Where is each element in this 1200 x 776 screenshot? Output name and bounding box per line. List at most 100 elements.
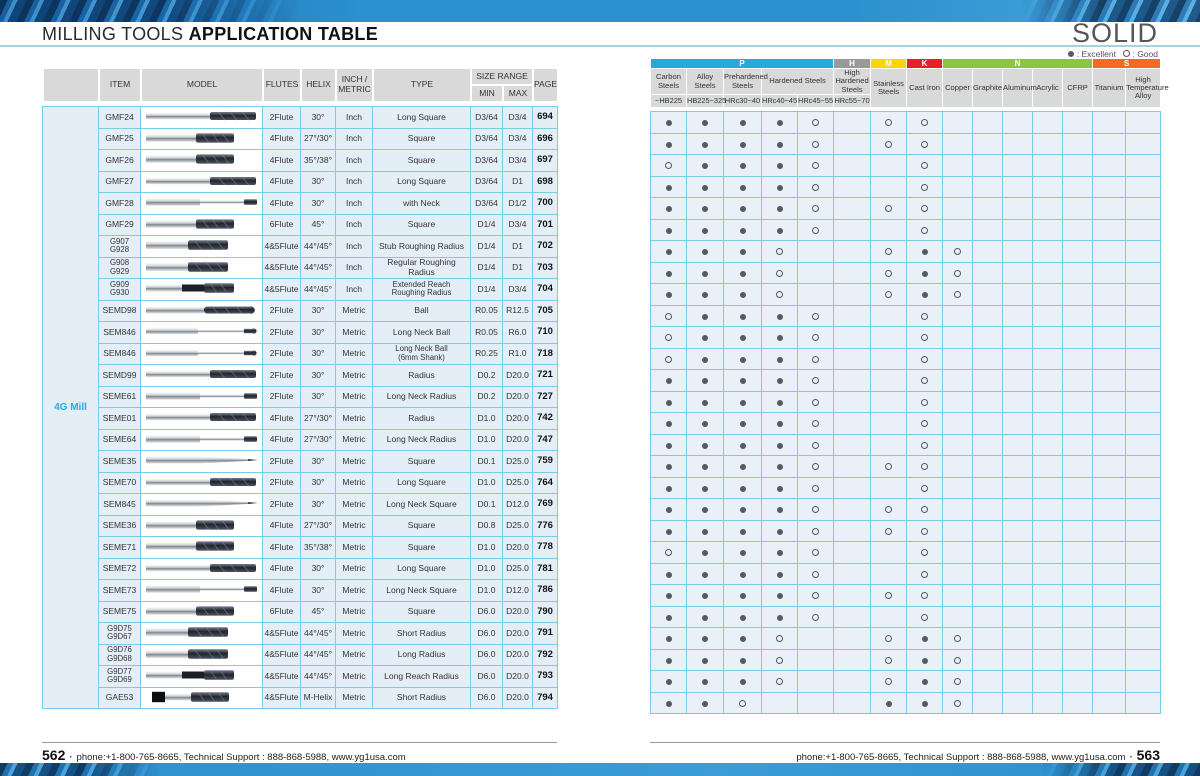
rating-cell <box>761 175 798 199</box>
rating-cell <box>870 111 907 134</box>
rating-cell <box>761 541 798 564</box>
type-cell: Long Square <box>372 471 471 494</box>
flutes-cell: 2Flute <box>262 106 301 129</box>
good-icon <box>812 183 819 191</box>
item-cell: G9D76 G9D68 <box>98 643 141 666</box>
helix-cell: 27°/30° <box>300 127 336 150</box>
flutes-cell: 4Flute <box>262 536 301 559</box>
type-cell: Long Neck Square <box>372 493 471 516</box>
rating-cell <box>1002 455 1033 478</box>
good-icon <box>812 334 819 342</box>
rating-cell <box>972 369 1003 392</box>
rating-cell <box>942 132 973 156</box>
excellent-icon <box>739 270 746 277</box>
model-cell <box>140 536 263 559</box>
unit-cell: Metric <box>335 579 373 602</box>
rating-cell <box>870 390 907 414</box>
rating-cell <box>1032 498 1063 521</box>
rating-cell <box>942 304 973 328</box>
col-header-type: TYPE <box>372 67 472 103</box>
type-cell: Square <box>372 514 471 537</box>
excellent-icon <box>739 421 746 428</box>
model-cell <box>140 600 263 623</box>
rating-cell <box>761 154 798 177</box>
good-icon <box>921 162 928 170</box>
material-header: Carbon Steels <box>650 67 687 96</box>
tool-image <box>145 456 258 464</box>
excellent-icon <box>665 227 672 234</box>
rating-cell <box>833 390 871 414</box>
rating-cell <box>1092 218 1126 242</box>
rating-row <box>650 433 1161 457</box>
rating-cell <box>797 175 834 199</box>
flutes-cell: 4Flute <box>262 514 301 537</box>
rating-cell <box>870 562 907 586</box>
flutes-cell: 4Flute <box>262 557 301 580</box>
max-cell: D25.0 <box>502 557 533 580</box>
rating-cell <box>761 261 798 285</box>
rating-cell <box>972 111 1003 134</box>
rating-cell <box>906 562 943 586</box>
max-cell: D20.0 <box>502 364 533 387</box>
rating-cell <box>1092 455 1126 478</box>
rating-cell <box>797 476 834 500</box>
max-cell: D20.0 <box>502 385 533 408</box>
helix-cell: 30° <box>300 493 336 516</box>
tool-image <box>145 239 228 251</box>
spec-row: SEME36 4Flute 27°/30° Metric Square D0.8 D25.0… <box>43 514 558 537</box>
item-cell: SEME73 <box>98 579 141 602</box>
rating-cell <box>686 111 724 134</box>
rating-cell <box>942 605 973 629</box>
rating-row <box>650 627 1161 650</box>
rating-cell <box>686 347 724 371</box>
rating-cell <box>1062 691 1093 715</box>
good-icon <box>812 226 819 234</box>
unit-cell: Metric <box>335 600 373 623</box>
rating-cell <box>1062 562 1093 586</box>
good-icon <box>776 635 783 643</box>
max-cell: D25.0 <box>502 450 533 473</box>
rating-cell <box>1062 627 1093 650</box>
unit-cell: Inch <box>335 235 373 258</box>
page-cell: 781 <box>532 557 558 580</box>
rating-cell <box>906 154 943 177</box>
excellent-icon <box>665 593 672 600</box>
rating-cell <box>686 304 724 328</box>
rating-cell <box>761 390 798 414</box>
excellent-icon <box>776 464 783 471</box>
rating-cell <box>686 326 724 349</box>
rating-cell <box>972 519 1003 543</box>
flutes-cell: 4Flute <box>262 149 301 172</box>
rating-cell <box>797 154 834 177</box>
type-cell: Long Square <box>372 557 471 580</box>
helix-cell: 44°/45° <box>300 622 336 645</box>
type-cell: Radius <box>372 407 471 430</box>
flutes-cell: 4&5Flute <box>262 622 301 645</box>
spec-row: SEM846 2Flute 30° Metric Long Neck Ball R0.05… <box>43 321 558 344</box>
excellent-icon <box>665 679 672 686</box>
rating-cell <box>1125 498 1161 521</box>
excellent-icon <box>776 313 783 320</box>
banner-photo-bottom-right <box>1040 763 1200 776</box>
tool-image <box>151 691 229 702</box>
page-cell: 769 <box>532 493 558 516</box>
page-cell: 727 <box>532 385 558 408</box>
unit-cell: Metric <box>335 536 373 559</box>
rating-cell <box>650 154 687 177</box>
rating-row <box>650 283 1161 306</box>
rating-cell <box>1092 326 1126 349</box>
excellent-icon <box>739 550 746 557</box>
good-icon <box>921 527 928 535</box>
tool-image <box>145 153 234 165</box>
rating-cell <box>1092 627 1126 650</box>
rating-cell <box>942 412 973 435</box>
unit-cell: Metric <box>335 450 373 473</box>
page-cell: 792 <box>532 643 558 666</box>
flutes-cell: 2Flute <box>262 299 301 322</box>
excellent-icon <box>1068 50 1075 57</box>
rating-cell <box>761 369 798 392</box>
excellent-icon <box>665 636 672 643</box>
rating-cell <box>1125 218 1161 242</box>
excellent-icon <box>665 378 672 385</box>
rating-cell <box>942 218 973 242</box>
